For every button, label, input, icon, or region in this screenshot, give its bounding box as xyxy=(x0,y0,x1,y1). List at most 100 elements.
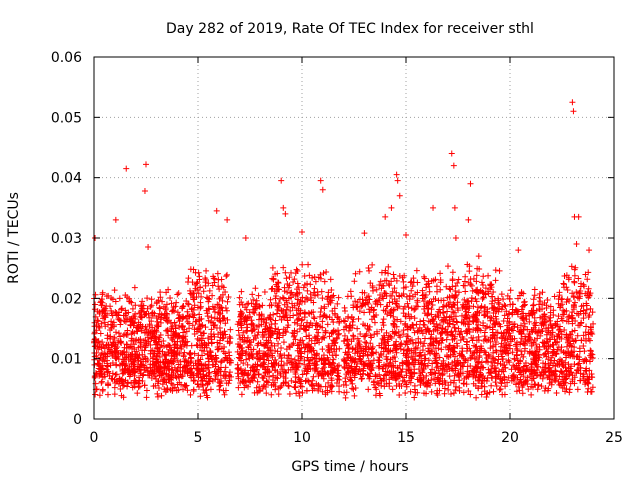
x-tick-label: 15 xyxy=(397,430,415,446)
data-point xyxy=(466,321,473,328)
y-tick-label: 0.01 xyxy=(51,352,82,368)
data-point xyxy=(574,332,581,339)
data-point xyxy=(265,357,272,364)
data-point xyxy=(590,320,597,327)
data-point xyxy=(535,382,542,389)
data-point xyxy=(283,306,290,313)
data-point xyxy=(471,342,478,349)
data-point xyxy=(432,352,439,359)
data-point xyxy=(545,343,552,350)
data-point xyxy=(428,377,435,384)
data-point xyxy=(138,314,145,321)
data-point xyxy=(574,366,581,373)
data-point xyxy=(533,330,540,337)
data-point xyxy=(445,361,452,368)
data-point xyxy=(296,301,303,308)
data-point xyxy=(317,177,324,184)
data-point xyxy=(162,306,169,313)
data-point xyxy=(313,326,320,333)
data-point xyxy=(324,321,331,328)
data-point xyxy=(446,285,453,292)
data-point xyxy=(320,375,327,382)
data-point xyxy=(447,286,454,293)
data-point xyxy=(103,366,110,373)
data-point xyxy=(135,374,142,381)
data-point xyxy=(479,281,486,288)
data-point xyxy=(285,284,292,291)
data-point xyxy=(577,377,584,384)
data-point xyxy=(321,311,328,318)
data-point xyxy=(388,204,395,211)
data-point xyxy=(559,301,566,308)
data-point xyxy=(449,308,456,315)
data-point xyxy=(325,379,332,386)
data-point xyxy=(369,343,376,350)
data-point xyxy=(307,281,314,288)
data-point xyxy=(261,288,268,295)
data-point xyxy=(305,261,312,268)
data-point xyxy=(182,383,189,390)
data-point xyxy=(196,358,203,365)
data-point xyxy=(459,348,466,355)
data-point xyxy=(221,391,228,398)
data-point xyxy=(543,318,550,325)
data-point xyxy=(440,362,447,369)
data-point xyxy=(441,328,448,335)
data-point xyxy=(482,325,489,332)
data-point xyxy=(437,375,444,382)
data-point xyxy=(241,318,248,325)
data-point xyxy=(225,293,232,300)
data-point xyxy=(449,276,456,283)
data-point xyxy=(118,306,125,313)
data-point xyxy=(418,327,425,334)
data-point xyxy=(224,271,231,278)
data-point xyxy=(280,264,287,271)
data-point xyxy=(357,356,364,363)
data-point xyxy=(390,271,397,278)
data-point xyxy=(354,325,361,332)
data-point xyxy=(251,309,258,316)
data-point xyxy=(341,332,348,339)
data-point xyxy=(111,384,118,391)
data-point xyxy=(371,319,378,326)
data-point xyxy=(580,343,587,350)
data-point xyxy=(500,355,507,362)
data-point xyxy=(290,333,297,340)
data-point xyxy=(441,390,448,397)
data-point xyxy=(295,388,302,395)
data-point xyxy=(437,286,444,293)
data-point xyxy=(209,292,216,299)
data-point xyxy=(511,356,518,363)
data-point xyxy=(351,278,358,285)
data-point xyxy=(157,316,164,323)
data-point xyxy=(450,390,457,397)
data-point xyxy=(480,322,487,329)
data-point xyxy=(412,345,419,352)
data-point xyxy=(205,335,212,342)
data-point xyxy=(432,313,439,320)
data-point xyxy=(369,261,376,268)
data-point xyxy=(406,292,413,299)
data-point xyxy=(582,329,589,336)
data-point xyxy=(275,279,282,286)
data-point xyxy=(299,228,305,235)
data-point xyxy=(516,387,523,394)
data-point xyxy=(98,379,105,386)
data-point xyxy=(222,320,229,327)
data-point xyxy=(538,383,545,390)
data-point xyxy=(306,272,313,279)
data-point xyxy=(440,297,447,304)
data-point xyxy=(321,278,328,285)
data-point xyxy=(412,305,419,312)
data-point xyxy=(530,296,537,303)
data-point xyxy=(435,314,442,321)
data-point xyxy=(358,376,365,383)
data-point xyxy=(571,278,578,285)
data-point xyxy=(570,293,577,300)
data-point xyxy=(305,309,312,316)
data-point xyxy=(380,316,387,323)
data-point xyxy=(379,282,386,289)
data-point xyxy=(574,386,581,393)
data-point xyxy=(205,280,212,287)
data-point xyxy=(310,308,317,315)
